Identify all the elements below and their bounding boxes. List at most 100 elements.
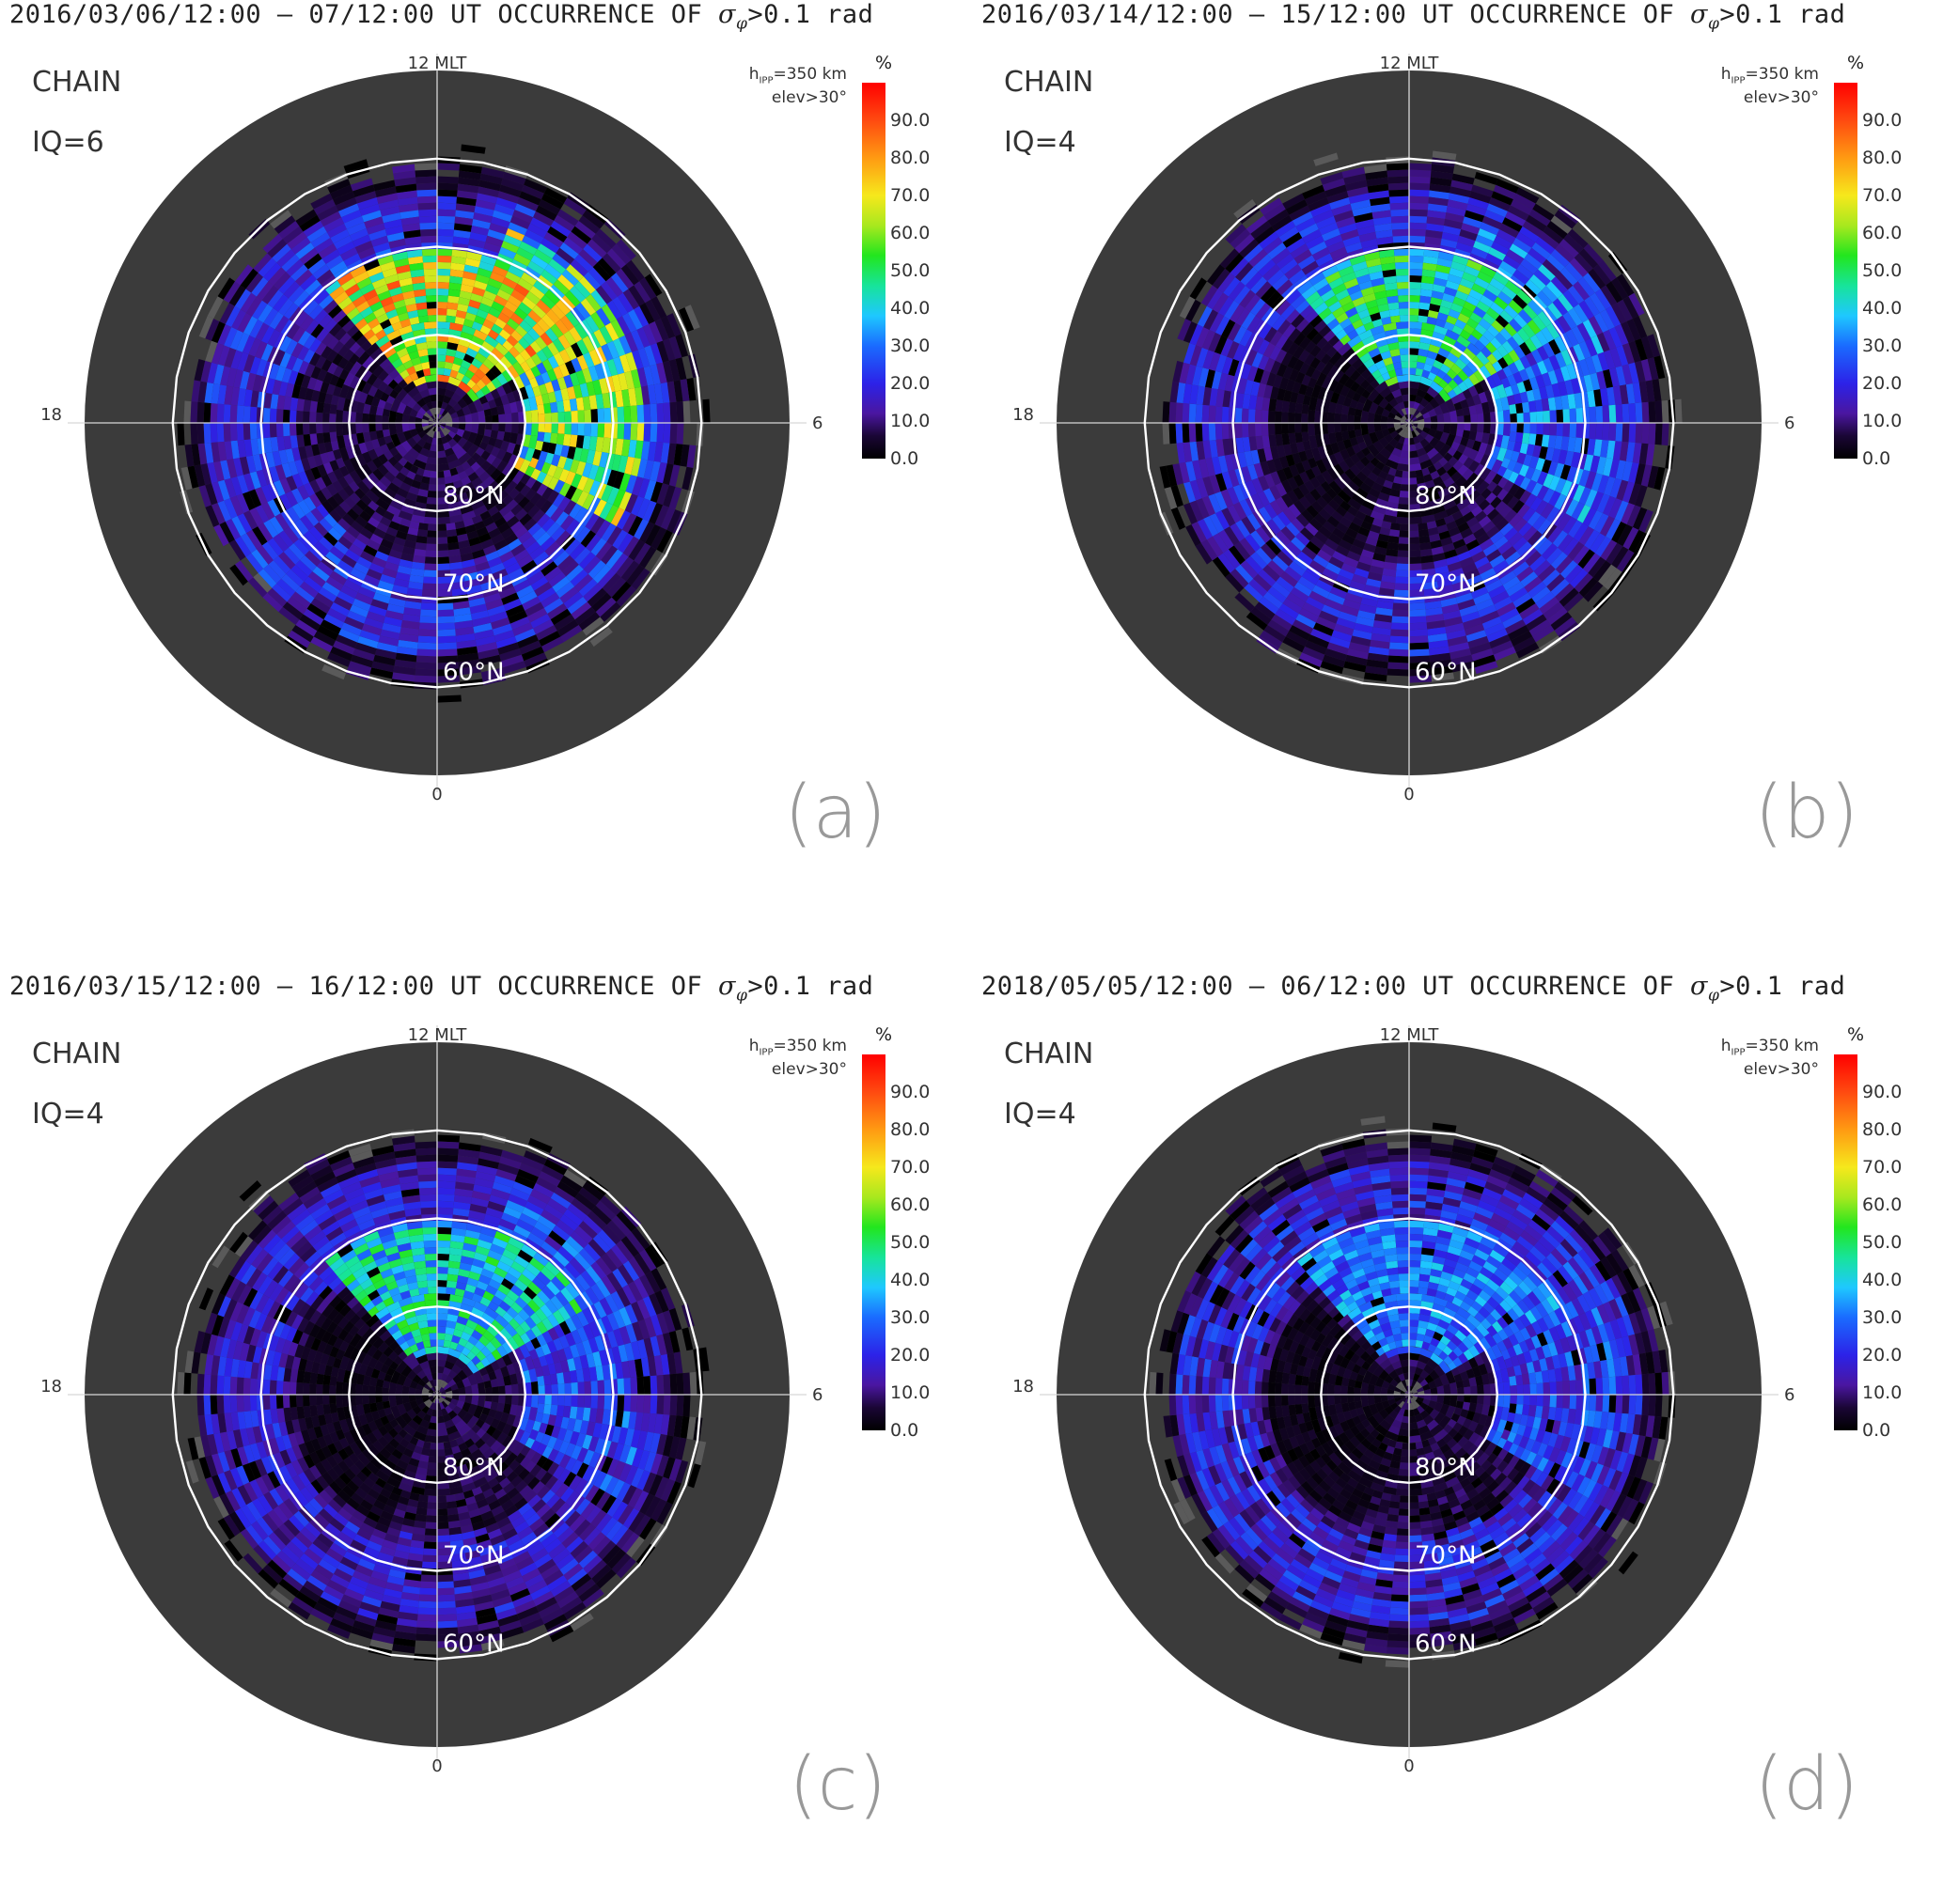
occurrence-cell [1457,415,1464,423]
panel-b: 2016/03/14/12:00 – 15/12:00 UT OCCURRENC… [972,0,1943,932]
occurrence-cell [437,295,448,303]
occurrence-cell [1522,402,1529,414]
occurrence-cell [1549,423,1557,436]
colorbar-tick: 20.0 [890,373,930,394]
occurrence-cell [1209,423,1216,441]
occurrence-cell [1483,413,1491,423]
occurrence-cell [1409,361,1418,368]
occurrence-cell [416,1162,437,1169]
occurrence-cell [437,203,456,211]
occurrence-cell [1388,303,1400,310]
occurrence-cell [1409,543,1420,551]
colorbar-tick: 0.0 [890,448,918,469]
panel-c: 2016/03/15/12:00 – 16/12:00 UT OCCURRENC… [0,972,971,1904]
mlt-label-left: 18 [1012,405,1034,425]
occurrence-cell [419,616,437,623]
occurrence-cell [1402,367,1409,374]
occurrence-cell [211,1395,218,1414]
occurrence-cell [1457,423,1464,430]
occurrence-cell [437,361,446,368]
coverage-cell [183,401,191,423]
occurrence-cell [1464,423,1471,431]
occurrence-cell [1281,412,1289,423]
occurrence-cell [1409,354,1418,362]
occurrence-cell [424,563,437,570]
occurrence-cell [1294,413,1301,423]
occurrence-cell [1387,169,1409,177]
occurrence-cell [230,405,238,423]
occurrence-cell [1222,423,1230,439]
coverage-cell [1675,399,1683,423]
occurrence-cell [437,236,453,243]
occurrence-cell [1396,269,1409,276]
occurrence-cell [603,408,611,423]
occurrence-cell [204,1374,212,1395]
occurrence-cell [1354,415,1360,423]
occurrence-cell [1470,423,1478,431]
occurrence-cell [1635,402,1642,423]
occurrence-cell [437,190,458,197]
occurrence-cell [323,403,331,414]
occurrence-cell [250,423,258,439]
occurrence-cell [437,275,450,283]
occurrence-cell [656,1395,664,1414]
occurrence-cell [1418,316,1428,323]
occurrence-cell [437,1162,458,1169]
colorbar-tick: 70.0 [890,185,930,206]
occurrence-cell [1399,530,1409,537]
occurrence-cell [1648,423,1655,445]
occurrence-cell [1523,413,1529,423]
occurrence-cell [1409,169,1431,177]
occurrence-cell [656,403,664,423]
occurrence-cell [1235,423,1243,438]
occurrence-cell [418,523,429,530]
occurrence-cell [204,423,212,444]
occurrence-cell [1589,423,1596,439]
occurrence-cell [1327,423,1335,433]
occurrence-cell [1399,341,1409,349]
occurrence-cell [368,414,376,423]
occurrence-cell [1294,423,1301,433]
occurrence-cell [636,423,644,441]
occurrence-cell [590,423,598,437]
panel-a: 2016/03/06/12:00 – 07/12:00 UT OCCURRENC… [0,0,971,932]
occurrence-cell [437,354,446,362]
occurrence-cell [416,655,437,663]
colorbar-tick: 30.0 [890,336,930,356]
occurrence-cell [447,536,459,543]
occurrence-cell [1409,203,1428,211]
occurrence-cell [1301,423,1308,432]
occurrence-cell [1189,404,1197,423]
occurrence-cell [303,412,310,423]
occurrence-cell [418,210,437,217]
occurrence-cell [683,1395,691,1416]
occurrence-cell [243,423,251,440]
occurrence-cell [1215,406,1223,423]
occurrence-cell [427,302,437,308]
occurrence-cell [427,530,437,537]
occurrence-cell [1295,432,1303,443]
occurrence-cell [382,415,388,423]
occurrence-cell [1301,414,1308,423]
occurrence-cell [1401,484,1409,492]
occurrence-cell [505,414,512,423]
occurrence-cell [1248,423,1256,437]
coverage-cell [177,1372,184,1395]
occurrence-cell [1308,423,1315,436]
occurrence-cell [415,669,437,677]
occurrence-cell [1409,550,1420,557]
occurrence-cell [437,249,452,257]
occurrence-cell [1308,410,1315,423]
occurrence-cell [1289,402,1296,414]
occurrence-cell [584,410,591,423]
occurrence-cell [577,423,585,436]
occurrence-cell [1275,412,1282,423]
occurrence-cell [543,432,551,443]
occurrence-cell [421,236,437,243]
occurrence-cell [1589,407,1596,423]
coverage-cell [683,401,691,423]
occurrence-cell [263,408,271,423]
occurrence-cell [419,216,437,224]
occurrence-cell [650,423,657,442]
occurrence-cell [1409,517,1422,524]
